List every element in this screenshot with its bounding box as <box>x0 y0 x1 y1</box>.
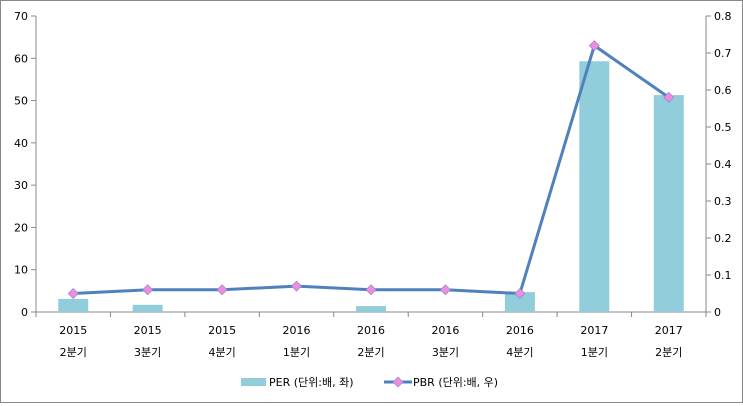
left-tick-label: 0 <box>21 306 28 319</box>
marker-pbr <box>365 284 377 296</box>
x-tick-label-year: 2017 <box>655 324 683 337</box>
x-tick-label-quarter: 3분기 <box>432 346 459 359</box>
right-tick-label: 0.3 <box>714 195 732 208</box>
x-tick-label-year: 2016 <box>357 324 385 337</box>
x-tick-label-quarter: 2분기 <box>357 346 384 359</box>
x-tick-label-quarter: 2분기 <box>60 346 87 359</box>
marker-pbr <box>588 40 600 52</box>
x-tick-label-year: 2015 <box>59 324 87 337</box>
right-tick-label: 0.7 <box>714 47 732 60</box>
right-tick-label: 0.8 <box>714 10 732 23</box>
x-tick-label-year: 2015 <box>134 324 162 337</box>
x-tick-label-year: 2015 <box>208 324 236 337</box>
left-tick-label: 20 <box>14 221 28 234</box>
marker-pbr <box>514 288 526 299</box>
bar-per <box>356 306 386 312</box>
left-tick-label: 60 <box>14 52 28 65</box>
right-tick-label: 0.6 <box>714 84 732 97</box>
legend-label-per: PER (단위:배, 좌) <box>269 376 354 389</box>
bar-per <box>58 298 89 312</box>
x-tick-label-quarter: 4분기 <box>506 346 533 359</box>
x-tick-label-year: 2016 <box>431 324 459 337</box>
right-tick-label: 0.4 <box>714 158 732 171</box>
bar-per <box>579 61 610 313</box>
x-tick-label-quarter: 2분기 <box>655 346 682 359</box>
left-tick-label: 70 <box>14 10 28 23</box>
marker-pbr <box>291 280 303 292</box>
right-tick-label: 0.2 <box>714 232 732 245</box>
bar-per <box>653 95 684 313</box>
x-tick-label-year: 2017 <box>580 324 608 337</box>
marker-pbr <box>216 284 228 296</box>
left-tick-label: 30 <box>14 179 28 192</box>
right-tick-label: 0 <box>714 306 721 319</box>
marker-pbr <box>663 91 675 103</box>
legend-marker-pbr <box>392 376 404 388</box>
x-tick-label-year: 2016 <box>283 324 311 337</box>
left-tick-label: 50 <box>14 95 28 108</box>
bar-per <box>504 292 535 312</box>
x-tick-label-quarter: 4분기 <box>208 346 235 359</box>
x-tick-label-quarter: 1분기 <box>581 346 608 359</box>
left-tick-label: 10 <box>14 264 28 277</box>
right-tick-label: 0.1 <box>714 269 732 282</box>
marker-pbr <box>439 284 451 296</box>
x-tick-label-quarter: 3분기 <box>134 346 161 359</box>
legend-label-pbr: PBR (단위:배, 우) <box>413 376 498 389</box>
right-tick-label: 0.5 <box>714 121 732 134</box>
legend-swatch-per <box>241 378 266 386</box>
x-tick-label-year: 2016 <box>506 324 534 337</box>
bar-per <box>132 304 163 312</box>
legend: PER (단위:배, 좌) PBR (단위:배, 우) <box>241 376 498 389</box>
left-tick-label: 40 <box>14 137 28 150</box>
marker-pbr <box>67 288 79 299</box>
marker-pbr <box>142 284 154 296</box>
x-tick-label-quarter: 1분기 <box>283 346 310 359</box>
